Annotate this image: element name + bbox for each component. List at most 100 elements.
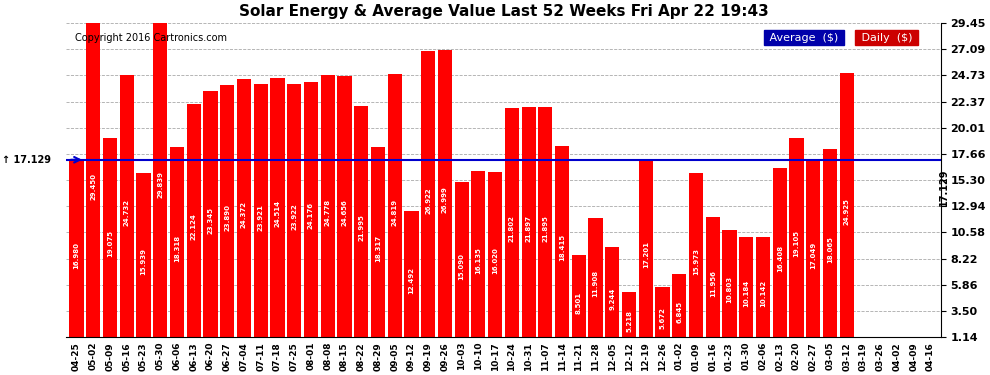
Text: Daily  ($): Daily ($) xyxy=(857,33,916,42)
Bar xyxy=(471,171,485,350)
Bar xyxy=(438,50,452,350)
Bar xyxy=(170,147,184,350)
Bar xyxy=(86,23,100,350)
Bar xyxy=(454,182,468,350)
Bar xyxy=(120,75,134,350)
Text: 12.492: 12.492 xyxy=(409,267,415,294)
Bar xyxy=(789,138,804,350)
Bar xyxy=(253,84,267,350)
Text: 23.922: 23.922 xyxy=(291,204,297,231)
Text: 24.925: 24.925 xyxy=(843,198,849,225)
Bar xyxy=(304,82,318,350)
Text: 10.184: 10.184 xyxy=(743,280,749,307)
Bar xyxy=(539,107,552,350)
Text: 22.124: 22.124 xyxy=(191,214,197,240)
Text: 5.218: 5.218 xyxy=(626,310,632,332)
Text: 17.129: 17.129 xyxy=(939,169,949,206)
Text: 29.450: 29.450 xyxy=(90,173,96,200)
Bar xyxy=(588,217,603,350)
Text: 9.244: 9.244 xyxy=(610,287,616,310)
Text: 8.501: 8.501 xyxy=(576,291,582,314)
Bar xyxy=(505,108,519,350)
Bar xyxy=(723,230,737,350)
Bar xyxy=(220,85,235,350)
Bar xyxy=(806,160,821,350)
Bar xyxy=(137,173,150,350)
Text: 26.922: 26.922 xyxy=(425,187,431,214)
Text: 24.819: 24.819 xyxy=(392,198,398,226)
Bar xyxy=(706,217,720,350)
Text: 16.980: 16.980 xyxy=(73,242,79,269)
Text: 24.176: 24.176 xyxy=(308,202,314,229)
Text: 21.895: 21.895 xyxy=(543,215,548,242)
Text: Average  ($): Average ($) xyxy=(766,33,842,42)
Text: 29.839: 29.839 xyxy=(157,171,163,198)
Bar xyxy=(421,51,436,350)
Bar xyxy=(740,237,753,350)
Bar xyxy=(270,78,284,350)
Text: 19.105: 19.105 xyxy=(794,230,800,257)
Bar xyxy=(555,146,569,350)
Text: 15.973: 15.973 xyxy=(693,248,699,274)
Bar xyxy=(823,149,838,350)
Bar xyxy=(572,255,586,350)
Text: 24.656: 24.656 xyxy=(342,200,347,226)
Bar xyxy=(287,84,301,350)
Text: 24.732: 24.732 xyxy=(124,199,130,226)
Text: 17.049: 17.049 xyxy=(811,242,817,269)
Bar xyxy=(186,104,201,350)
Text: 24.372: 24.372 xyxy=(241,201,247,228)
Text: 21.802: 21.802 xyxy=(509,215,515,242)
Bar xyxy=(622,292,637,350)
Bar xyxy=(639,159,653,350)
Text: Copyright 2016 Cartronics.com: Copyright 2016 Cartronics.com xyxy=(75,33,227,42)
Text: 23.921: 23.921 xyxy=(257,204,263,231)
Text: 18.317: 18.317 xyxy=(375,235,381,262)
Text: 16.408: 16.408 xyxy=(777,245,783,272)
Text: 23.890: 23.890 xyxy=(224,204,230,231)
Bar xyxy=(756,237,770,350)
Text: ↑ 17.129: ↑ 17.129 xyxy=(2,155,51,165)
Text: 16.020: 16.020 xyxy=(492,248,498,274)
Bar xyxy=(203,91,218,350)
Bar xyxy=(840,73,854,350)
Bar xyxy=(338,76,351,350)
Text: 10.142: 10.142 xyxy=(760,280,766,307)
Text: 21.897: 21.897 xyxy=(526,215,532,242)
Bar xyxy=(655,287,669,350)
Bar xyxy=(321,75,335,350)
Text: 24.514: 24.514 xyxy=(274,200,280,227)
Text: 19.075: 19.075 xyxy=(107,231,113,258)
Text: 21.995: 21.995 xyxy=(358,214,364,241)
Bar xyxy=(689,172,703,350)
Text: 6.845: 6.845 xyxy=(676,301,682,323)
Bar xyxy=(237,80,251,350)
Text: 26.999: 26.999 xyxy=(442,187,447,213)
Bar xyxy=(153,19,167,350)
Text: 18.318: 18.318 xyxy=(174,235,180,262)
Bar xyxy=(387,75,402,350)
Bar xyxy=(103,138,117,350)
Text: 11.908: 11.908 xyxy=(593,270,599,297)
Bar xyxy=(605,247,620,350)
Text: 18.415: 18.415 xyxy=(559,234,565,261)
Title: Solar Energy & Average Value Last 52 Weeks Fri Apr 22 19:43: Solar Energy & Average Value Last 52 Wee… xyxy=(239,4,768,19)
Text: 11.956: 11.956 xyxy=(710,270,716,297)
Bar xyxy=(522,107,536,350)
Bar xyxy=(371,147,385,350)
Bar xyxy=(773,168,787,350)
Text: 16.135: 16.135 xyxy=(475,247,481,274)
Bar xyxy=(69,161,83,350)
Bar xyxy=(488,172,502,350)
Text: 23.345: 23.345 xyxy=(208,207,214,234)
Text: 5.672: 5.672 xyxy=(659,308,665,329)
Bar xyxy=(404,211,419,350)
Bar xyxy=(354,106,368,350)
Text: 24.778: 24.778 xyxy=(325,199,331,226)
Bar xyxy=(672,274,686,350)
Text: 15.939: 15.939 xyxy=(141,248,147,275)
Text: 15.090: 15.090 xyxy=(458,252,464,279)
Text: 10.803: 10.803 xyxy=(727,276,733,303)
Text: 17.201: 17.201 xyxy=(643,241,648,268)
Text: 18.065: 18.065 xyxy=(827,236,833,263)
